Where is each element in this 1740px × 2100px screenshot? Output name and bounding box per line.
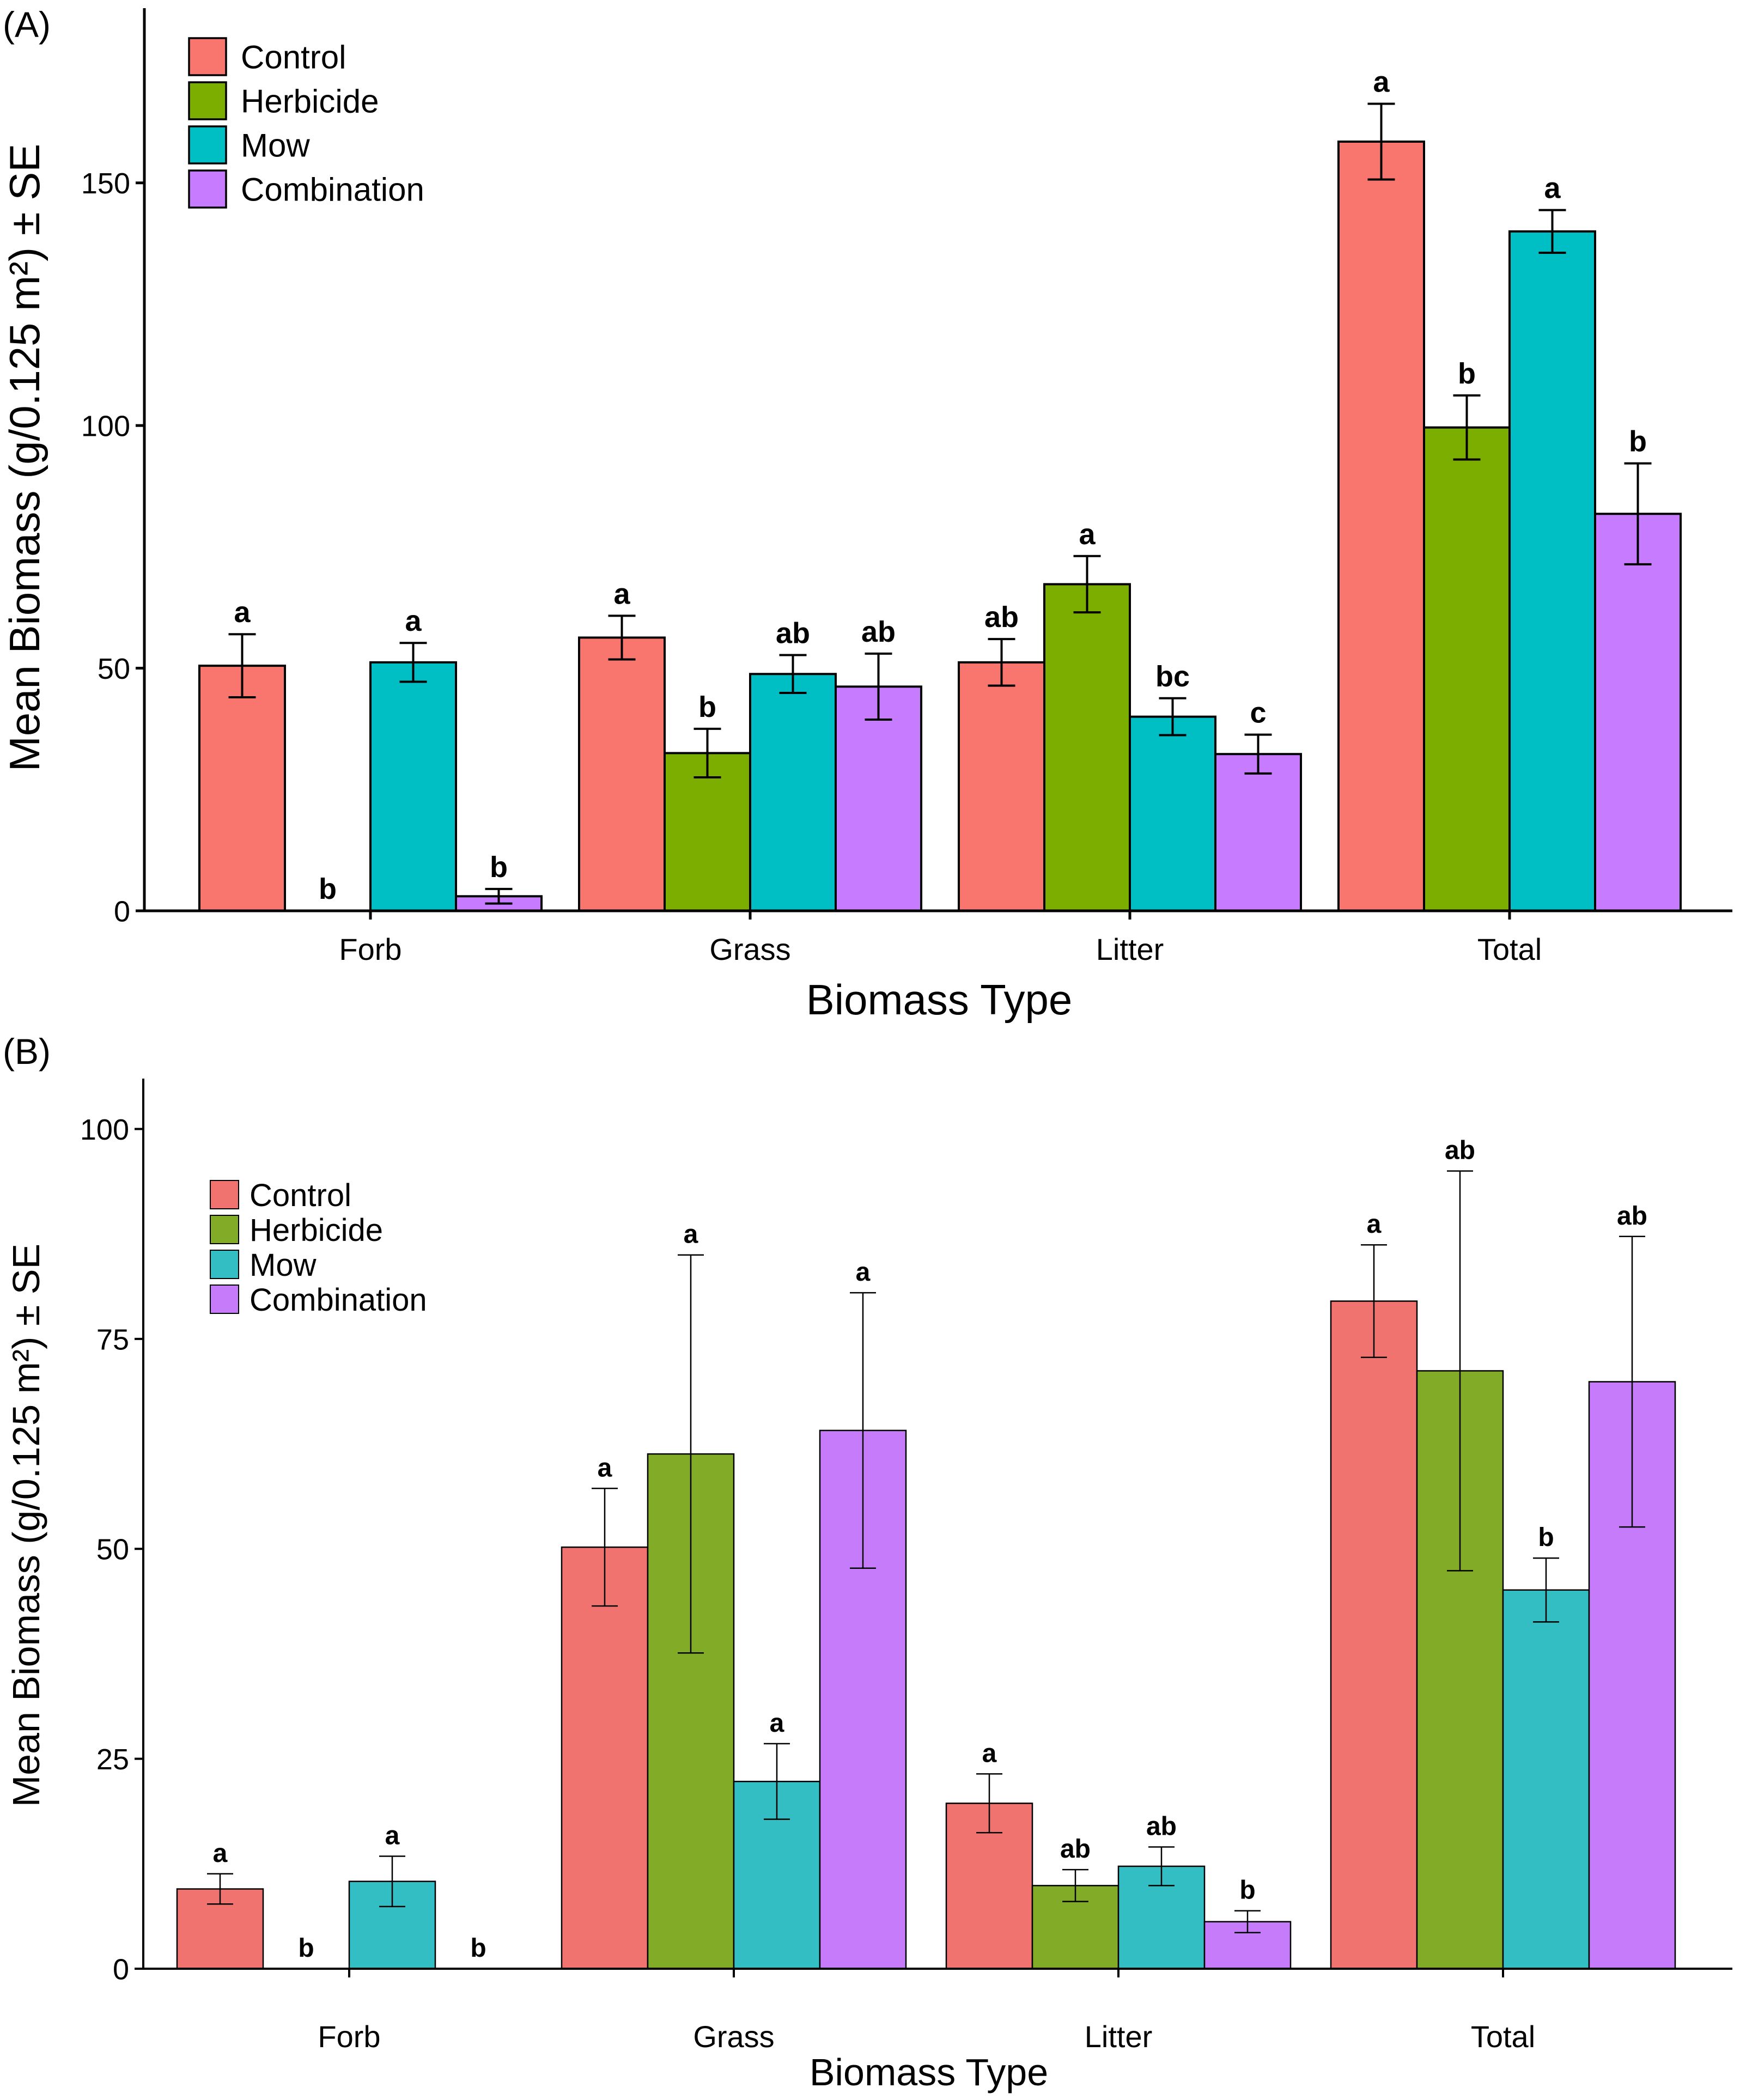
bar <box>369 661 457 912</box>
bar <box>561 1546 649 1970</box>
y-tick-label: 50 <box>96 1533 129 1566</box>
y-tick-label: 75 <box>96 1323 129 1356</box>
y-tick-label: 50 <box>98 653 130 685</box>
legend-label: Control <box>250 1178 351 1213</box>
significance-letter: a <box>213 1839 228 1868</box>
legend-label: Mow <box>250 1247 317 1283</box>
bar <box>198 665 286 912</box>
x-tick-label: Grass <box>709 932 790 966</box>
legend-label: Mow <box>241 127 310 164</box>
y-axis-title: Mean Biomass (g/0.125 m²) ± SE <box>1 144 48 772</box>
significance-letter: a <box>613 577 630 610</box>
legend-label: Control <box>241 39 346 76</box>
panel-b: (B) Mean Biomass (g/0.125 m²) ± SE Biomass… <box>3 1031 1732 2093</box>
significance-letter: b <box>698 691 716 723</box>
bar <box>1594 513 1682 912</box>
bar <box>1214 753 1302 912</box>
significance-letter: ab <box>861 616 896 648</box>
significance-letter: a <box>598 1453 612 1482</box>
x-tick-label: Grass <box>693 2019 774 2054</box>
legend-label: Herbicide <box>250 1213 383 1248</box>
legend-label: Herbicide <box>241 83 379 120</box>
significance-letter: b <box>1538 1523 1554 1552</box>
legend-label: Combination <box>250 1282 427 1318</box>
significance-letter: b <box>319 873 337 905</box>
y-tick-label: 0 <box>113 1953 129 1986</box>
significance-letter: b <box>298 1934 314 1963</box>
panel-label: (B) <box>3 1031 51 1072</box>
significance-letter: c <box>1250 697 1266 729</box>
significance-letter: a <box>856 1258 871 1287</box>
x-axis-title: Biomass Type <box>806 976 1072 1024</box>
significance-letter: a <box>405 605 422 637</box>
bar <box>1330 1300 1418 1970</box>
y-tick-label: 150 <box>81 167 130 200</box>
bar <box>578 636 666 912</box>
legend-swatch <box>210 1250 239 1279</box>
significance-letter: b <box>470 1934 486 1963</box>
significance-letter: ab <box>1617 1202 1647 1231</box>
bar <box>1502 1589 1590 1970</box>
y-tick-label: 0 <box>114 895 130 928</box>
significance-letter: b <box>1629 425 1647 458</box>
x-tick-label: Forb <box>318 2019 380 2054</box>
significance-letter: b <box>1458 357 1476 390</box>
x-tick-label: Forb <box>339 932 401 966</box>
legend-label: Combination <box>241 172 424 208</box>
significance-letter: ab <box>776 617 810 650</box>
x-axis-title: Biomass Type <box>810 2051 1048 2093</box>
bar <box>749 673 837 912</box>
legend-swatch <box>188 125 227 165</box>
significance-letter: ab <box>1060 1835 1091 1864</box>
legend-swatch <box>210 1180 239 1209</box>
y-tick-label: 100 <box>80 1113 129 1146</box>
bar <box>1423 426 1511 912</box>
panel-a: (A) Mean Biomass (g/0.125 m²) ± SE Biomass… <box>1 4 1732 1024</box>
y-axis-title: Mean Biomass (g/0.125 m²) ± SE <box>5 1244 47 1807</box>
legend: Control Herbicide Mow Combination <box>188 37 424 209</box>
significance-letter: a <box>770 1709 784 1738</box>
y-tick-label: 25 <box>96 1743 129 1776</box>
x-tick-label: Litter <box>1096 932 1164 966</box>
legend-swatch <box>210 1285 239 1314</box>
bar <box>1043 583 1131 912</box>
significance-letter: ab <box>1445 1136 1475 1165</box>
significance-letter: a <box>684 1220 698 1249</box>
bar <box>958 661 1045 912</box>
significance-letter: ab <box>1146 1812 1177 1841</box>
bar <box>1337 140 1425 912</box>
significance-letter: ab <box>984 601 1019 634</box>
significance-letter: a <box>1367 1210 1382 1239</box>
legend-swatch <box>188 81 227 120</box>
legend-swatch <box>188 37 227 76</box>
x-tick-label: Total <box>1471 2019 1535 2054</box>
panel-label: (A) <box>3 4 51 45</box>
y-tick-label: 100 <box>81 410 130 443</box>
significance-letter: b <box>490 851 508 884</box>
bar <box>1129 715 1216 912</box>
significance-letter: a <box>234 596 251 629</box>
x-tick-label: Total <box>1477 932 1542 966</box>
significance-letter: b <box>1239 1876 1255 1905</box>
significance-letter: a <box>1079 518 1096 551</box>
significance-letter: a <box>982 1739 997 1768</box>
significance-letter: bc <box>1155 660 1190 693</box>
bar <box>1508 230 1596 912</box>
x-tick-label: Litter <box>1085 2019 1153 2054</box>
legend-swatch <box>210 1215 239 1244</box>
significance-letter: a <box>1544 172 1561 205</box>
significance-letter: a <box>385 1821 400 1850</box>
legend-swatch <box>188 169 227 209</box>
significance-letter: a <box>1373 65 1390 98</box>
